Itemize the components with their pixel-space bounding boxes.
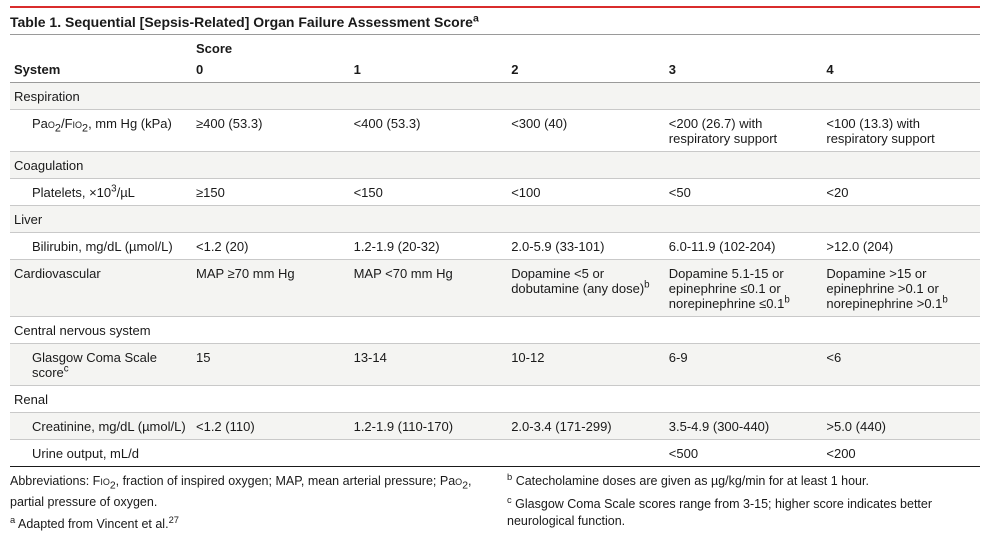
system-header: System bbox=[10, 56, 192, 83]
group-label: Central nervous system bbox=[10, 317, 980, 344]
score-col-1: 1 bbox=[350, 56, 508, 83]
footnotes: Abbreviations: FIO2, fraction of inspire… bbox=[10, 467, 980, 539]
group-row: Liver bbox=[10, 206, 980, 233]
row-label: Cardiovascular bbox=[10, 260, 192, 317]
table-row: Creatinine, mg/dL (µmol/L)<1.2 (110)1.2-… bbox=[10, 413, 980, 440]
row-label: Urine output, mL/d bbox=[10, 440, 192, 467]
footnote: a Adapted from Vincent et al.27 bbox=[10, 516, 483, 533]
group-label: Coagulation bbox=[10, 152, 980, 179]
cell: 2.0-5.9 (33-101) bbox=[507, 233, 665, 260]
row-label: Bilirubin, mg/dL (µmol/L) bbox=[10, 233, 192, 260]
cell: <20 bbox=[822, 179, 980, 206]
table-row: Urine output, mL/d <500<200 bbox=[10, 440, 980, 467]
table-row: Glasgow Coma Scale scorec1513-1410-126-9… bbox=[10, 344, 980, 386]
cell: 6-9 bbox=[665, 344, 823, 386]
cell bbox=[507, 440, 665, 467]
cell: 3.5-4.9 (300-440) bbox=[665, 413, 823, 440]
cell: 1.2-1.9 (20-32) bbox=[350, 233, 508, 260]
sofa-table: Score System 0 1 2 3 4 RespirationPaO2/F… bbox=[10, 35, 980, 467]
cell: 2.0-3.4 (171-299) bbox=[507, 413, 665, 440]
cell: >5.0 (440) bbox=[822, 413, 980, 440]
footnotes-right: b Catecholamine doses are given as µg/kg… bbox=[507, 473, 980, 539]
cell: MAP <70 mm Hg bbox=[350, 260, 508, 317]
table-container: Table 1. Sequential [Sepsis-Related] Org… bbox=[0, 0, 990, 549]
group-label: Respiration bbox=[10, 83, 980, 110]
footnote: b Catecholamine doses are given as µg/kg… bbox=[507, 473, 980, 490]
group-label: Renal bbox=[10, 386, 980, 413]
table-row: PaO2/FIO2, mm Hg (kPa)≥400 (53.3)<400 (5… bbox=[10, 110, 980, 152]
cell: Dopamine 5.1-15 or epinephrine ≤0.1 or n… bbox=[665, 260, 823, 317]
cell: Dopamine >15 or epinephrine >0.1 or nore… bbox=[822, 260, 980, 317]
table-title: Table 1. Sequential [Sepsis-Related] Org… bbox=[10, 8, 980, 35]
cell bbox=[192, 440, 350, 467]
cell: <1.2 (20) bbox=[192, 233, 350, 260]
group-row: Central nervous system bbox=[10, 317, 980, 344]
group-row: Respiration bbox=[10, 83, 980, 110]
cell: <200 (26.7) with respiratory support bbox=[665, 110, 823, 152]
cell: 10-12 bbox=[507, 344, 665, 386]
row-label: PaO2/FIO2, mm Hg (kPa) bbox=[10, 110, 192, 152]
cell: 13-14 bbox=[350, 344, 508, 386]
cell: Dopamine <5 or dobutamine (any dose)b bbox=[507, 260, 665, 317]
cell: <150 bbox=[350, 179, 508, 206]
column-header-row: System 0 1 2 3 4 bbox=[10, 56, 980, 83]
table-body: RespirationPaO2/FIO2, mm Hg (kPa)≥400 (5… bbox=[10, 83, 980, 467]
footnote: Abbreviations: FIO2, fraction of inspire… bbox=[10, 473, 483, 510]
row-label: Platelets, ×103/µL bbox=[10, 179, 192, 206]
cell: <1.2 (110) bbox=[192, 413, 350, 440]
blank-header bbox=[10, 35, 192, 56]
cell: ≥150 bbox=[192, 179, 350, 206]
row-label: Creatinine, mg/dL (µmol/L) bbox=[10, 413, 192, 440]
footnotes-left: Abbreviations: FIO2, fraction of inspire… bbox=[10, 473, 483, 539]
group-label: Liver bbox=[10, 206, 980, 233]
cell: MAP ≥70 mm Hg bbox=[192, 260, 350, 317]
cell: >12.0 (204) bbox=[822, 233, 980, 260]
score-col-2: 2 bbox=[507, 56, 665, 83]
cell: <500 bbox=[665, 440, 823, 467]
footnote: c Glasgow Coma Scale scores range from 3… bbox=[507, 496, 980, 530]
cell: <300 (40) bbox=[507, 110, 665, 152]
cell: <400 (53.3) bbox=[350, 110, 508, 152]
cell: <50 bbox=[665, 179, 823, 206]
score-col-4: 4 bbox=[822, 56, 980, 83]
table-row: Bilirubin, mg/dL (µmol/L)<1.2 (20)1.2-1.… bbox=[10, 233, 980, 260]
row-label: Glasgow Coma Scale scorec bbox=[10, 344, 192, 386]
cell: 1.2-1.9 (110-170) bbox=[350, 413, 508, 440]
cell bbox=[350, 440, 508, 467]
cell: 6.0-11.9 (102-204) bbox=[665, 233, 823, 260]
cell: <200 bbox=[822, 440, 980, 467]
group-row: Coagulation bbox=[10, 152, 980, 179]
score-header: Score bbox=[192, 35, 980, 56]
cell: 15 bbox=[192, 344, 350, 386]
cell: <6 bbox=[822, 344, 980, 386]
cell: ≥400 (53.3) bbox=[192, 110, 350, 152]
score-col-0: 0 bbox=[192, 56, 350, 83]
group-row: Renal bbox=[10, 386, 980, 413]
table-row: CardiovascularMAP ≥70 mm HgMAP <70 mm Hg… bbox=[10, 260, 980, 317]
cell: <100 (13.3) with respiratory support bbox=[822, 110, 980, 152]
table-row: Platelets, ×103/µL≥150<150<100<50<20 bbox=[10, 179, 980, 206]
score-col-3: 3 bbox=[665, 56, 823, 83]
cell: <100 bbox=[507, 179, 665, 206]
